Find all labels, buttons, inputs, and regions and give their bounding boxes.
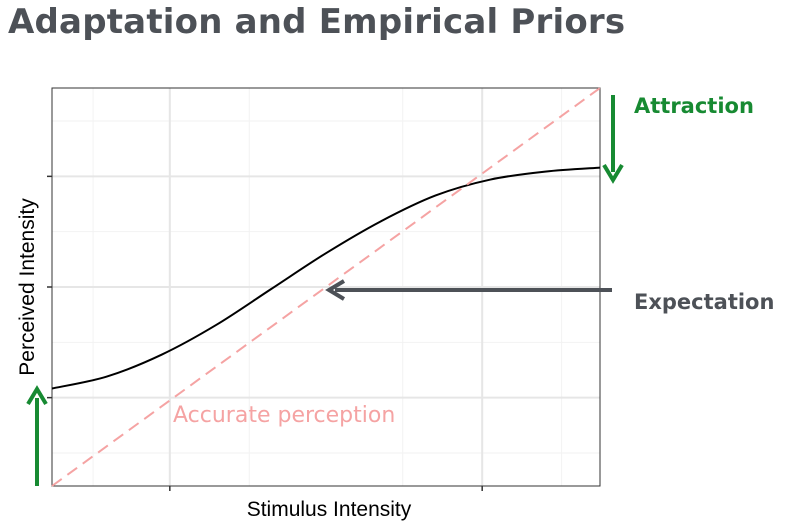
x-axis-label: Stimulus Intensity [247, 498, 412, 521]
attraction-label: Attraction [634, 94, 754, 118]
page-title: Adaptation and Empirical Priors [8, 2, 626, 42]
chart-series [51, 87, 601, 487]
perception-curve [51, 166, 601, 390]
expectation-label: Expectation [634, 290, 774, 314]
axis-ticks [47, 175, 483, 491]
accurate-perception-label: Accurate perception [173, 403, 395, 428]
y-axis-label: Perceived Intensity [16, 198, 39, 376]
attraction-arrow-head [602, 163, 624, 184]
attraction-arrow-up-head [26, 385, 48, 406]
expectation-arrow-head [325, 279, 346, 301]
chart-grid [52, 88, 600, 486]
